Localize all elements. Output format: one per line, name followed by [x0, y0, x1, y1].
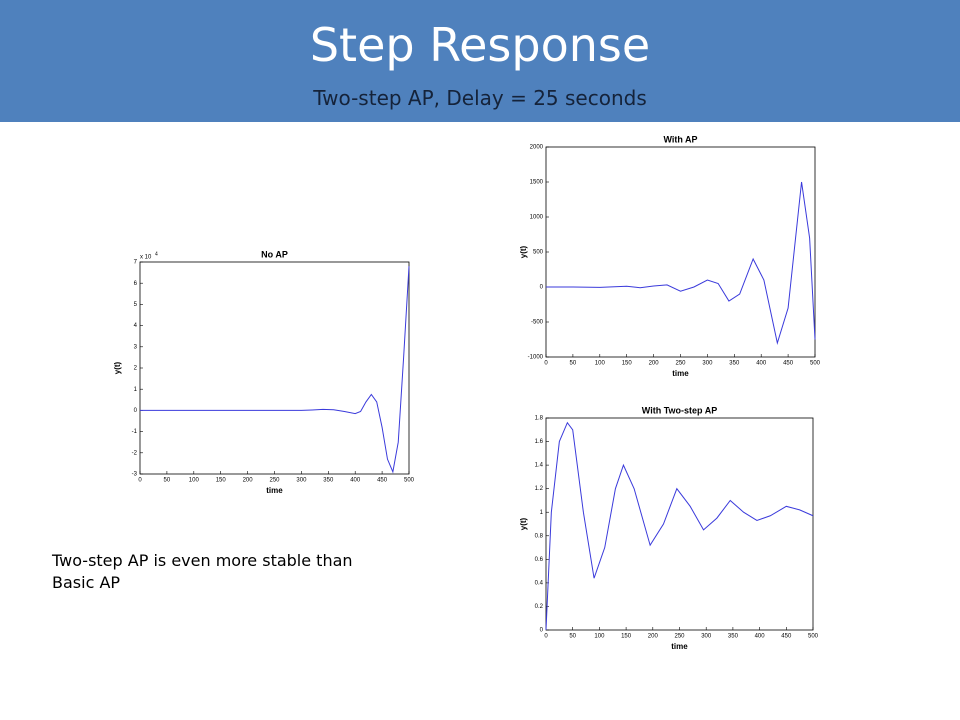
y-tick-label: -2 — [132, 450, 138, 456]
x-tick-label: 500 — [808, 634, 819, 640]
x-axis-label: time — [671, 642, 688, 651]
y-tick-label: 0 — [540, 285, 544, 291]
x-tick-label: 400 — [756, 361, 767, 367]
line-series — [140, 266, 410, 474]
x-tick-label: 150 — [622, 361, 633, 367]
y-tick-label: 1500 — [530, 180, 544, 186]
y-tick-label: 1000 — [530, 215, 544, 221]
y-tick-label: 1 — [134, 387, 138, 393]
y-tick-label: 0 — [134, 408, 138, 414]
y-tick-label: -1 — [132, 429, 138, 435]
x-tick-label: 300 — [702, 361, 713, 367]
x-tick-label: 150 — [621, 634, 632, 640]
y-tick-label: 0.8 — [535, 533, 544, 539]
y-tick-label: -1000 — [528, 355, 544, 361]
x-tick-label: 400 — [755, 634, 766, 640]
y-tick-label: 7 — [134, 260, 138, 266]
header-band — [0, 0, 960, 122]
plot-area — [545, 417, 814, 631]
x-tick-label: 400 — [350, 478, 361, 484]
chart-title: With AP — [663, 134, 697, 144]
x-tick-label: 50 — [569, 634, 576, 640]
slide-subtitle: Two-step AP, Delay = 25 seconds — [313, 86, 647, 110]
x-axis-label: time — [672, 369, 689, 378]
y-exponent: 4 — [155, 251, 158, 257]
y-tick-label: 1 — [540, 510, 544, 516]
x-tick-label: 250 — [674, 634, 685, 640]
x-tick-label: 50 — [164, 478, 171, 484]
y-tick-label: 0.4 — [535, 580, 544, 586]
plot-area — [545, 146, 816, 358]
x-tick-label: 0 — [138, 478, 142, 484]
line-series — [545, 421, 814, 631]
x-tick-label: 100 — [595, 361, 606, 367]
x-tick-label: 300 — [296, 478, 307, 484]
x-tick-label: 300 — [701, 634, 712, 640]
x-tick-label: 200 — [648, 634, 659, 640]
y-axis-label: y(t) — [113, 361, 122, 374]
x-tick-label: 100 — [594, 634, 605, 640]
y-tick-label: -3 — [132, 472, 138, 478]
y-tick-label: -500 — [531, 320, 544, 326]
x-tick-label: 350 — [323, 478, 334, 484]
slide-title: Step Response — [309, 18, 651, 72]
y-tick-label: 0.6 — [535, 557, 544, 563]
y-tick-label: 4 — [134, 323, 138, 329]
x-tick-label: 50 — [570, 361, 577, 367]
x-tick-label: 0 — [544, 361, 548, 367]
x-tick-label: 500 — [810, 361, 821, 367]
x-tick-label: 200 — [649, 361, 660, 367]
x-axis-label: time — [266, 486, 283, 495]
chart-title: With Two-step AP — [642, 405, 717, 415]
x-tick-label: 350 — [729, 361, 740, 367]
y-tick-label: 5 — [134, 302, 138, 308]
x-tick-label: 450 — [377, 478, 388, 484]
x-tick-label: 450 — [783, 361, 794, 367]
y-multiplier: x 10 — [140, 255, 152, 261]
y-tick-label: 0.2 — [535, 604, 544, 610]
chart-title: No AP — [261, 249, 288, 259]
x-tick-label: 350 — [728, 634, 739, 640]
x-tick-label: 100 — [189, 478, 200, 484]
y-axis-label: y(t) — [519, 245, 528, 258]
y-tick-label: 1.6 — [535, 439, 544, 445]
x-tick-label: 0 — [544, 634, 548, 640]
x-tick-label: 250 — [675, 361, 686, 367]
y-tick-label: 2 — [134, 366, 138, 372]
y-tick-label: 3 — [134, 344, 138, 350]
y-tick-label: 1.2 — [535, 486, 544, 492]
x-tick-label: 500 — [404, 478, 415, 484]
y-tick-label: 2000 — [530, 145, 544, 151]
x-tick-label: 150 — [216, 478, 227, 484]
y-tick-label: 500 — [533, 250, 544, 256]
plot-area — [139, 261, 410, 475]
y-tick-label: 1.8 — [535, 416, 544, 422]
x-tick-label: 450 — [781, 634, 792, 640]
x-tick-label: 200 — [243, 478, 254, 484]
y-tick-label: 6 — [134, 281, 138, 287]
y-axis-label: y(t) — [519, 517, 528, 530]
line-series — [546, 181, 816, 345]
x-tick-label: 250 — [269, 478, 280, 484]
note-text: Two-step AP is even more stable than Bas… — [52, 551, 353, 592]
y-tick-label: 0 — [540, 628, 544, 634]
y-tick-label: 1.4 — [535, 463, 544, 469]
